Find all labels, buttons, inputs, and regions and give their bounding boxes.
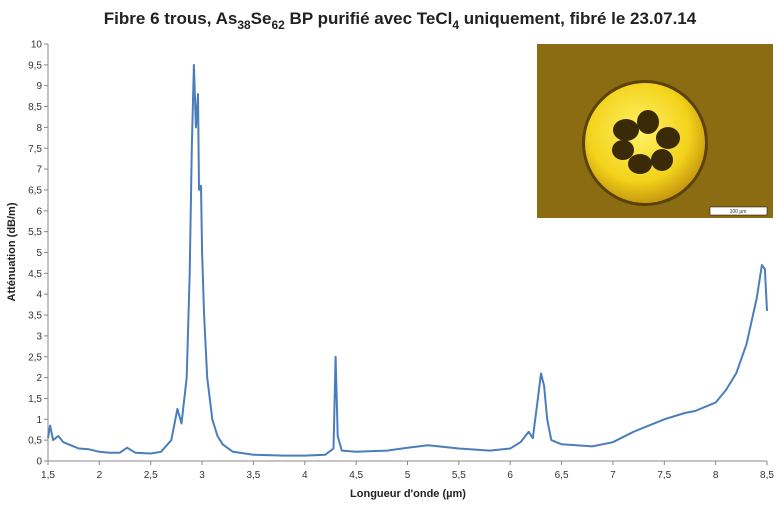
y-tick-label: 9 [36, 81, 42, 92]
x-tick-label: 5,5 [452, 470, 466, 481]
x-tick-label: 8,5 [760, 470, 774, 481]
x-tick-label: 7,5 [657, 470, 671, 481]
x-tick-label: 6 [507, 470, 513, 481]
chart-title: Fibre 6 trous, As38Se62 BP purifié avec … [104, 9, 697, 32]
x-tick-label: 4 [302, 470, 308, 481]
x-tick-label: 3,5 [246, 470, 260, 481]
y-tick-label: 4,5 [28, 269, 42, 280]
x-tick-label: 4,5 [349, 470, 363, 481]
y-tick-label: 3 [36, 331, 42, 342]
x-axis-title: Longueur d'onde (µm) [350, 488, 466, 500]
y-tick-label: 0 [36, 457, 42, 468]
y-tick-label: 7,5 [28, 144, 42, 155]
title-part: Se [251, 9, 272, 28]
title-part: BP purifié avec TeCl [285, 9, 453, 28]
x-tick-label: 2,5 [144, 470, 158, 481]
y-tick-label: 10 [31, 40, 43, 51]
y-tick-label: 5 [36, 248, 42, 259]
title-part: 38 [237, 18, 251, 32]
fiber-holes [612, 110, 680, 174]
y-tick-label: 1,5 [28, 394, 42, 405]
y-tick-label: 9,5 [28, 60, 42, 71]
y-tick-label: 5,5 [28, 227, 42, 238]
y-tick-label: 1 [36, 415, 42, 426]
y-tick-label: 8,5 [28, 102, 42, 113]
x-tick-label: 3 [199, 470, 205, 481]
x-tick-label: 8 [713, 470, 719, 481]
y-tick-label: 7 [36, 165, 42, 176]
data-line [47, 63, 768, 457]
x-tick-label: 6,5 [555, 470, 569, 481]
title-part: 4 [452, 18, 459, 32]
inset-photo: 100 µm [537, 44, 773, 218]
title-part: uniquement, fibré le 23.07.14 [459, 9, 697, 28]
fiber-cladding [585, 83, 705, 203]
x-tick-label: 7 [610, 470, 616, 481]
title-part: 62 [271, 18, 285, 32]
y-tick-label: 6 [36, 206, 42, 217]
y-tick-label: 6,5 [28, 185, 42, 196]
scale-bar-label: 100 µm [730, 209, 747, 215]
y-tick-label: 2 [36, 373, 42, 384]
x-tick-label: 2 [97, 470, 103, 481]
x-tick-label: 1,5 [41, 470, 55, 481]
y-tick-label: 8 [36, 123, 42, 134]
y-tick-label: 4 [36, 290, 42, 301]
y-tick-label: 3,5 [28, 311, 42, 322]
y-tick-label: 2,5 [28, 352, 42, 363]
x-tick-label: 5 [405, 470, 411, 481]
scale-bar [709, 206, 768, 216]
title-part: Fibre 6 trous, As [104, 9, 238, 28]
y-axis-title: Atténuation (dB/m) [6, 202, 18, 301]
y-tick-label: 0,5 [28, 436, 42, 447]
